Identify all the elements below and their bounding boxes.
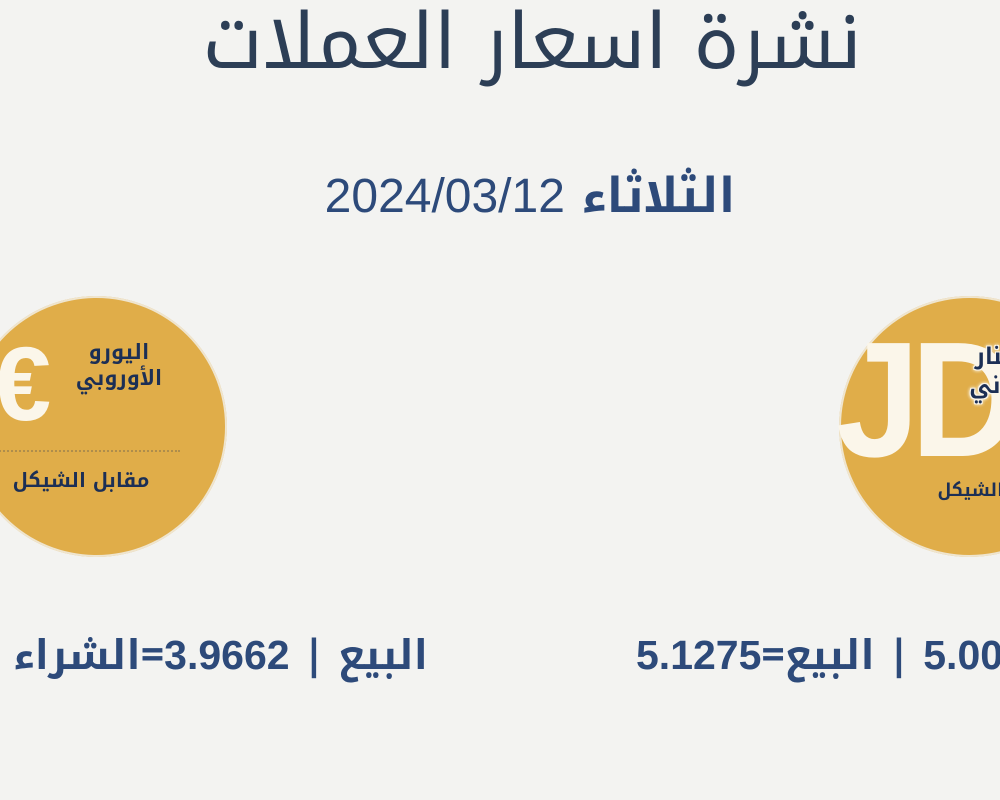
svg-text:€: € [0, 329, 51, 443]
